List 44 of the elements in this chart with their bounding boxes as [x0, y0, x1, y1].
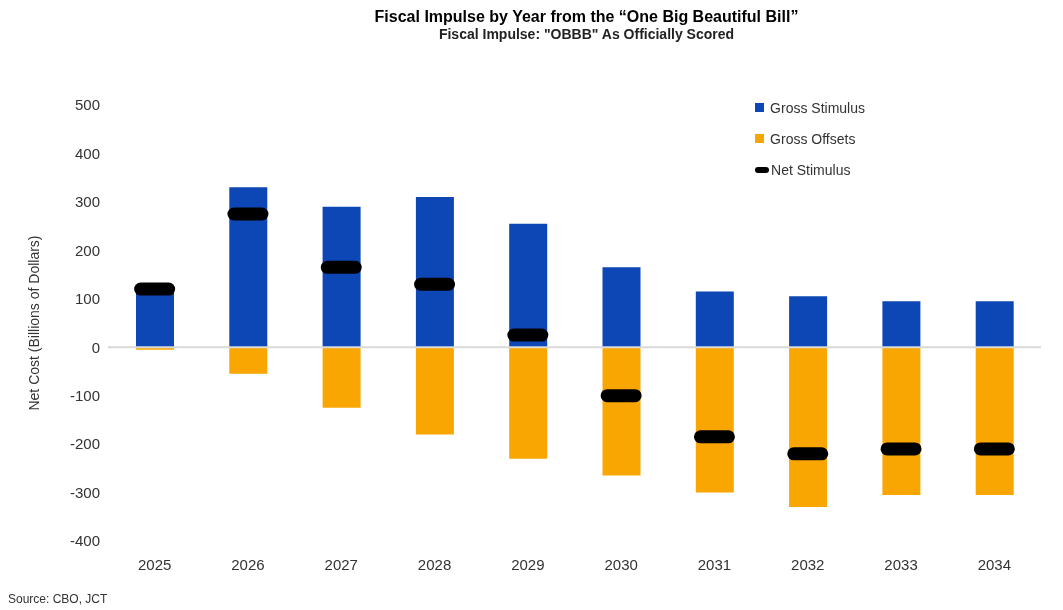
x-tick-label: 2027 [324, 555, 358, 573]
y-tick-label: 500 [74, 96, 100, 114]
bar [602, 267, 641, 348]
x-tick-label: 2032 [791, 555, 825, 573]
x-tick-label: 2029 [511, 555, 545, 573]
y-tick-label: -400 [69, 532, 100, 550]
legend-label: Net Stimulus [771, 161, 851, 178]
bar [695, 291, 734, 348]
legend-label: Gross Offsets [770, 130, 856, 147]
y-axis-title: Net Cost (Billions of Dollars) [25, 235, 42, 411]
x-tick-label: 2034 [977, 555, 1012, 573]
y-tick-label: -300 [69, 483, 100, 501]
bar [509, 347, 548, 459]
x-tick-label: 2026 [231, 555, 265, 573]
bar [322, 206, 361, 348]
x-tick-label: 2028 [417, 555, 452, 573]
x-tick-label: 2025 [137, 555, 172, 573]
y-tick-label: -200 [69, 435, 100, 453]
y-tick-label: 400 [74, 144, 100, 162]
y-tick-label: 0 [91, 338, 100, 356]
bar [975, 301, 1014, 348]
y-tick-label: 200 [74, 241, 100, 259]
bar [602, 347, 641, 476]
chart-title: Fiscal Impulse by Year from the “One Big Beautiful Bill” [373, 8, 800, 26]
legend-label: Gross Stimulus [770, 99, 865, 116]
y-tick-label: 100 [74, 290, 100, 308]
bar [975, 347, 1014, 495]
bar [415, 347, 454, 435]
bar [322, 347, 361, 408]
bar [882, 301, 921, 348]
bar [789, 347, 828, 508]
x-tick-label: 2030 [604, 555, 638, 573]
y-tick-label: -100 [69, 386, 100, 404]
bar [789, 296, 828, 348]
bar [229, 347, 268, 374]
x-tick-label: 2033 [884, 555, 918, 573]
source-note: Source: CBO, JCT [8, 592, 108, 606]
bar [695, 347, 734, 493]
x-tick-label: 2031 [697, 555, 732, 573]
y-tick-label: 300 [74, 193, 100, 211]
bar [415, 197, 454, 348]
chart-subtitle: Fiscal Impulse: "OBBB" As Officially Scored [437, 26, 736, 43]
bar [229, 187, 268, 348]
bar [882, 347, 921, 495]
